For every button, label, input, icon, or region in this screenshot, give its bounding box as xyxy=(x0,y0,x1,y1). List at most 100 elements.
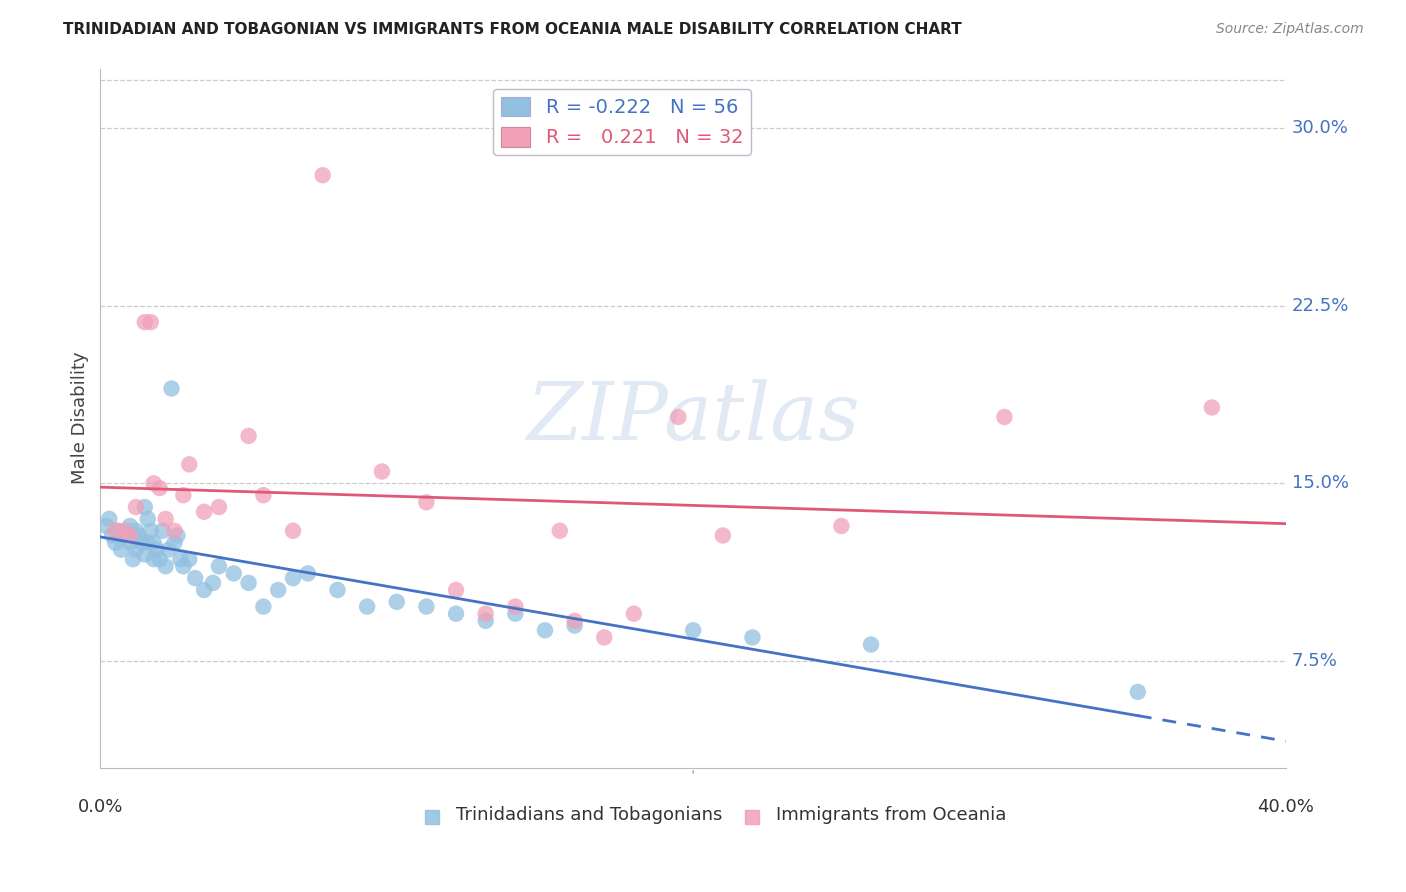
Text: 22.5%: 22.5% xyxy=(1292,296,1350,315)
Point xyxy=(222,566,245,581)
Point xyxy=(623,607,645,621)
Point xyxy=(993,409,1015,424)
Point xyxy=(238,575,260,590)
Text: ZIPatlas: ZIPatlas xyxy=(526,379,860,457)
Point xyxy=(112,528,135,542)
Point xyxy=(169,552,191,566)
Text: 40.0%: 40.0% xyxy=(1257,798,1315,816)
Point xyxy=(98,512,121,526)
Point xyxy=(208,500,231,514)
Point xyxy=(142,535,165,549)
Text: Trinidadians and Tobagonians: Trinidadians and Tobagonians xyxy=(456,806,723,824)
Point xyxy=(505,607,527,621)
Point xyxy=(163,535,186,549)
Point xyxy=(142,476,165,491)
Point xyxy=(131,535,153,549)
Point xyxy=(134,548,156,562)
Point xyxy=(160,382,183,396)
Point xyxy=(548,524,571,538)
Point xyxy=(193,582,215,597)
Point xyxy=(415,599,437,614)
Y-axis label: Male Disability: Male Disability xyxy=(72,351,89,484)
Point xyxy=(830,519,852,533)
Point xyxy=(115,524,138,538)
Point xyxy=(122,552,145,566)
Point xyxy=(125,542,148,557)
Point xyxy=(155,512,177,526)
Point xyxy=(172,559,194,574)
Point xyxy=(238,429,260,443)
Point xyxy=(149,552,172,566)
Point xyxy=(166,528,188,542)
Point xyxy=(564,618,586,632)
Point xyxy=(139,524,162,538)
Point xyxy=(741,631,763,645)
Text: 15.0%: 15.0% xyxy=(1292,475,1348,492)
Text: 0.0%: 0.0% xyxy=(77,798,124,816)
Point xyxy=(267,582,290,597)
Legend: R = -0.222   N = 56, R =   0.221   N = 32: R = -0.222 N = 56, R = 0.221 N = 32 xyxy=(494,88,751,155)
Point xyxy=(666,409,689,424)
Point xyxy=(311,168,333,182)
Point xyxy=(104,524,127,538)
Point xyxy=(564,614,586,628)
Point xyxy=(534,624,557,638)
Point xyxy=(125,524,148,538)
Point xyxy=(281,571,304,585)
Point xyxy=(136,535,159,549)
Point xyxy=(104,535,127,549)
Point xyxy=(193,505,215,519)
Point xyxy=(179,552,201,566)
Text: Immigrants from Oceania: Immigrants from Oceania xyxy=(776,806,1007,824)
Point xyxy=(682,624,704,638)
Point xyxy=(128,528,150,542)
Point xyxy=(118,519,141,533)
Point xyxy=(136,512,159,526)
Point xyxy=(110,542,132,557)
Point xyxy=(326,582,349,597)
Point xyxy=(142,552,165,566)
Point xyxy=(371,465,394,479)
Point xyxy=(444,607,467,621)
Point xyxy=(152,524,174,538)
Point xyxy=(157,542,180,557)
Point xyxy=(149,481,172,495)
Point xyxy=(163,524,186,538)
Text: 30.0%: 30.0% xyxy=(1292,119,1348,136)
Point xyxy=(415,495,437,509)
Point xyxy=(385,595,408,609)
Point xyxy=(711,528,734,542)
Point xyxy=(145,542,167,557)
Point xyxy=(208,559,231,574)
Point xyxy=(201,575,224,590)
Point xyxy=(134,315,156,329)
Point xyxy=(252,599,274,614)
Point xyxy=(297,566,319,581)
Point xyxy=(252,488,274,502)
Point xyxy=(155,559,177,574)
Point xyxy=(139,315,162,329)
Point xyxy=(172,488,194,502)
Point xyxy=(281,524,304,538)
Point xyxy=(118,528,141,542)
Point xyxy=(860,638,883,652)
Text: Source: ZipAtlas.com: Source: ZipAtlas.com xyxy=(1216,22,1364,37)
Point xyxy=(474,607,496,621)
Point xyxy=(179,458,201,472)
Point xyxy=(356,599,378,614)
Point xyxy=(184,571,207,585)
Point xyxy=(444,582,467,597)
Point xyxy=(112,524,135,538)
Point xyxy=(96,519,118,533)
Point xyxy=(101,528,124,542)
Point xyxy=(125,500,148,514)
Text: 7.5%: 7.5% xyxy=(1292,652,1337,670)
Point xyxy=(505,599,527,614)
Point xyxy=(1201,401,1223,415)
Point xyxy=(118,535,141,549)
Point xyxy=(1126,685,1149,699)
Point xyxy=(107,524,129,538)
Point xyxy=(593,631,616,645)
Text: TRINIDADIAN AND TOBAGONIAN VS IMMIGRANTS FROM OCEANIA MALE DISABILITY CORRELATIO: TRINIDADIAN AND TOBAGONIAN VS IMMIGRANTS… xyxy=(63,22,962,37)
Point xyxy=(134,500,156,514)
